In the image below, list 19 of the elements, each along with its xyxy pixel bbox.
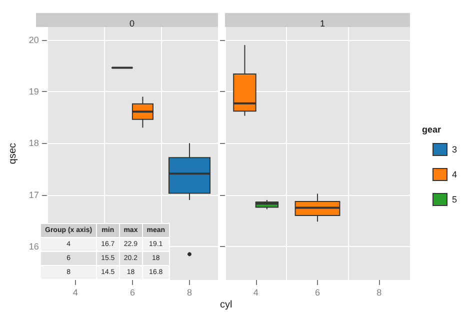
legend-label: 5 [452, 194, 458, 204]
chart-title: 0 [129, 18, 135, 28]
y-tick-label: 18 [28, 138, 39, 148]
x-tick-label: 4 [72, 288, 78, 298]
chart-title: 1 [320, 18, 326, 28]
y-axis-title: qsec [8, 142, 18, 164]
x-tick-label: 6 [130, 288, 135, 298]
legend-label: 3 [452, 144, 458, 154]
y-tick-label: 17 [28, 190, 39, 200]
y-tick-label: 19 [28, 86, 39, 97]
x-tick-label: 8 [376, 288, 382, 298]
legend-label: 4 [452, 170, 458, 180]
x-tick-label: 6 [314, 288, 320, 298]
x-axis-title: cyl [220, 300, 232, 310]
x-tick-label: 4 [253, 288, 258, 298]
y-tick-label: 16 [28, 241, 39, 252]
y-tick-label: 20 [28, 34, 39, 45]
x-tick-label: 8 [186, 288, 192, 298]
legend-title: gear [422, 124, 442, 134]
